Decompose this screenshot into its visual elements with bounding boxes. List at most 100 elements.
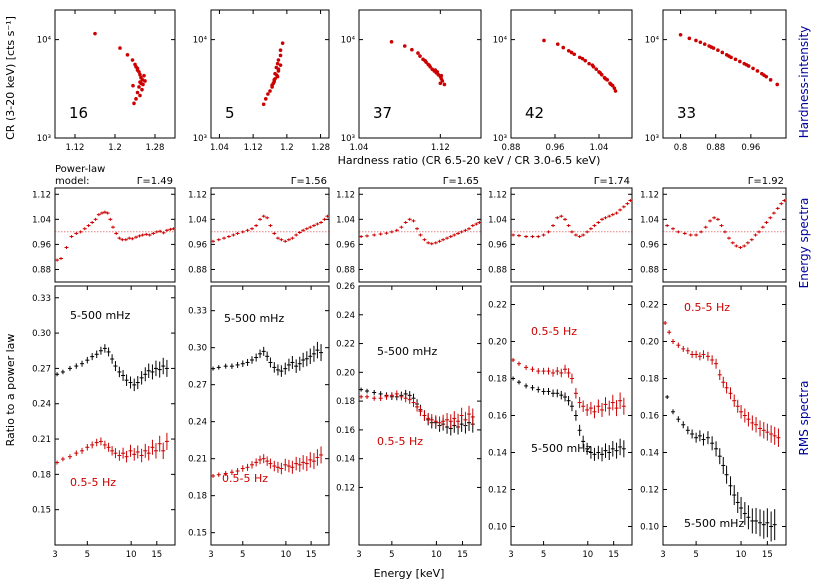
panels-group: 10³ 10⁴ 1.12 1.2 1.28 16 10³ 10⁴ 1.04 1.12 1.2 1.28…: [32, 9, 787, 560]
hid-3-point: [410, 47, 414, 52]
energy-2-ytick-label: 0.88: [188, 265, 207, 275]
rms-2-frame: [210, 285, 330, 546]
rms-2-ytick-label: 0.15: [188, 529, 207, 539]
rms-4-annotation: 0.5-5 Hz: [531, 325, 577, 338]
hid-2-point: [275, 61, 280, 66]
hid-1-point: [137, 85, 141, 89]
hid-2-point: [278, 63, 283, 67]
rms-3-ytick-label: 0.22: [336, 340, 355, 350]
hid-1-point: [135, 68, 140, 72]
energy-4-ytick-label: 1.04: [488, 215, 507, 225]
energy-4-ytick-label: 0.88: [488, 265, 507, 275]
energy-3-gamma: Γ=1.65: [443, 176, 479, 187]
rms-3-ytick-label: 0.14: [336, 455, 355, 465]
hid-4-point: [555, 42, 560, 46]
hid-1-point: [138, 93, 142, 98]
hid-1-xtick-label: 1.12: [66, 143, 85, 153]
hid-5-ytick-label: 10³: [645, 134, 659, 144]
rms-3-ytick-label: 0.24: [336, 311, 355, 321]
energy-2-ytick-label: 0.96: [188, 240, 207, 250]
rms-5-xtick-label: 3: [660, 550, 665, 560]
hid-3-point: [438, 81, 443, 86]
rms-2-xtick-label: 5: [240, 550, 245, 560]
rms-4-ytick-label: 0.14: [488, 449, 507, 459]
hid-1-point: [118, 46, 122, 50]
rms-3-ytick-label: 0.16: [336, 426, 355, 436]
hid-5-point: [678, 32, 683, 37]
hid-2-point: [261, 102, 266, 107]
energy-4-frame: [510, 187, 633, 283]
hid-3-point: [416, 51, 420, 55]
hid-2-frame: [210, 9, 330, 139]
hid-1-point: [138, 72, 142, 77]
rms-1-annotation: 0.5-5 Hz: [70, 476, 116, 489]
hid-5-point: [727, 54, 731, 58]
rms-3-xtick-label: 3: [356, 550, 361, 560]
hid-2-point: [274, 73, 279, 77]
rms-3-xtick-label: 5: [389, 550, 394, 560]
hid-4-point: [580, 56, 585, 61]
side-label-hid: Hardness-intensity: [797, 26, 811, 139]
hid-2-point: [276, 58, 281, 62]
rms-4-annotation: 5-500 mHz: [531, 442, 591, 455]
rms-4-ytick-label: 0.16: [488, 412, 507, 422]
hid-1-point: [142, 73, 146, 78]
rms-2-ytick-label: 0.21: [188, 455, 207, 465]
hid-3-point: [423, 58, 427, 63]
hid-4-xtick-label: 1.04: [590, 143, 609, 153]
rms-1-ytick-label: 0.18: [32, 470, 51, 480]
hid-4-point: [612, 86, 617, 91]
rms-2-ytick-label: 0.30: [188, 344, 207, 354]
hid-5-point: [775, 82, 780, 87]
hid-2-point: [278, 53, 283, 58]
hid-4-ytick-label: 10³: [493, 134, 507, 144]
hid-2-ytick-label: 10⁴: [193, 36, 208, 46]
hid-5-point: [698, 40, 703, 45]
rms-5-annotation: 5-500 mHz: [684, 517, 744, 530]
hid-5-point: [733, 57, 738, 62]
hid-1-xtick-label: 1.2: [108, 143, 122, 153]
rms-4-xtick-label: 3: [508, 550, 513, 560]
rms-3-frame: [358, 285, 482, 546]
energy-5-ytick-label: 1.12: [640, 190, 659, 200]
rms-3-ytick-label: 0.20: [336, 368, 355, 378]
hid-2-point: [273, 76, 277, 81]
hid-5-point: [768, 78, 773, 82]
hid-5-ytick-label: 10⁴: [645, 36, 660, 46]
rms-5-xtick-label: 10: [736, 550, 747, 560]
rms-1-ytick-label: 0.15: [32, 506, 51, 516]
energy-5-ytick-label: 0.88: [640, 265, 659, 275]
hid-1-point: [131, 83, 135, 88]
hid-1-point: [93, 31, 97, 36]
hid-2-ytick-label: 10³: [193, 134, 207, 144]
hid-2-point: [280, 41, 285, 45]
rms-2-xtick-label: 3: [208, 550, 213, 560]
hid-2-point: [266, 92, 270, 96]
energy-5-ytick-label: 0.96: [640, 240, 659, 250]
rms-4-xtick-label: 15: [608, 550, 619, 560]
ratio-ylabel: Ratio to a power law: [4, 334, 17, 447]
rms-1-ytick-label: 0.21: [32, 435, 51, 445]
hid-3-point: [427, 63, 431, 67]
hid-4-point: [598, 70, 602, 75]
hid-1-point: [134, 97, 138, 101]
hid-5-point: [738, 59, 742, 64]
hid-5-point: [755, 69, 760, 73]
hid-3-point: [439, 73, 444, 78]
hid-3-point: [389, 40, 394, 44]
rms-1-xtick-label: 10: [126, 550, 137, 560]
energy-2-frame: [210, 187, 330, 283]
rms-5-ytick-label: 0.18: [640, 375, 659, 385]
hid-1-xtick-label: 1.28: [146, 143, 165, 153]
hid-4-point: [594, 67, 599, 72]
rms-2-annotation: 0.5-5 Hz: [222, 472, 268, 485]
hid-2-point: [276, 67, 281, 72]
rms-4-ytick-label: 0.10: [488, 523, 507, 533]
hid-1-point: [139, 81, 143, 86]
hid-2-point: [278, 48, 283, 53]
hid-2-point: [270, 83, 274, 87]
hid-3-ytick-label: 10⁴: [341, 36, 356, 46]
hid-4-point: [587, 61, 591, 66]
hid-3-label: 37: [373, 104, 392, 122]
